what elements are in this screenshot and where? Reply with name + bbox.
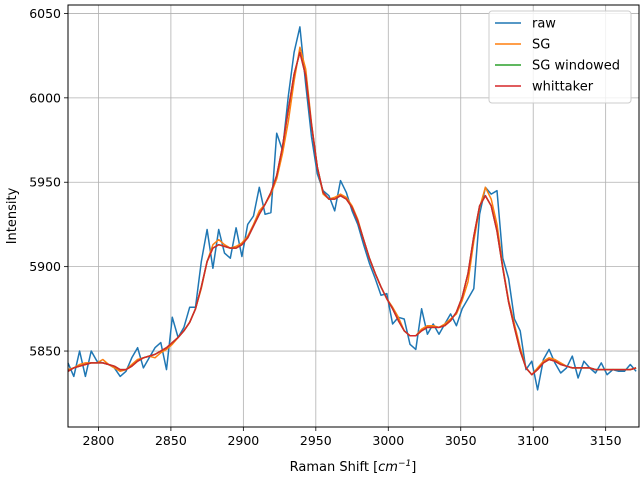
- y-tick-label: 6000: [29, 90, 61, 105]
- series-line-SG: [67, 46, 637, 376]
- y-tick-label: 5950: [29, 175, 61, 190]
- legend-entry: raw: [532, 17, 556, 32]
- x-axis-label: Raman Shift [cm−1]: [290, 459, 417, 475]
- legend-entry: SG windowed: [532, 59, 620, 74]
- x-tick-label: 2900: [227, 433, 259, 448]
- x-tick-label: 2850: [155, 433, 187, 448]
- x-tick-label: 3100: [517, 433, 549, 448]
- x-tick-label: 2800: [83, 433, 115, 448]
- x-tick-label: 3050: [445, 433, 477, 448]
- axis-ticks: 2800 2850 2900 2950 3000 3050 3100 3150 5850 5900…: [29, 6, 621, 448]
- x-tick-label: 2950: [300, 433, 332, 448]
- legend: raw SG SG windowed whittaker: [488, 10, 632, 104]
- legend-entry: SG: [532, 38, 550, 53]
- series-lines: [67, 26, 637, 391]
- y-axis-label: Intensity: [5, 187, 20, 244]
- y-tick-label: 5900: [29, 259, 61, 274]
- y-tick-label: 6050: [29, 6, 61, 21]
- x-tick-label: 3150: [590, 433, 622, 448]
- y-tick-label: 5850: [29, 344, 61, 359]
- plot-frame: [67, 4, 640, 428]
- series-line-whittaker: [67, 51, 637, 376]
- x-tick-label: 3000: [372, 433, 404, 448]
- legend-frame: [488, 10, 632, 104]
- legend-entry: whittaker: [532, 80, 594, 95]
